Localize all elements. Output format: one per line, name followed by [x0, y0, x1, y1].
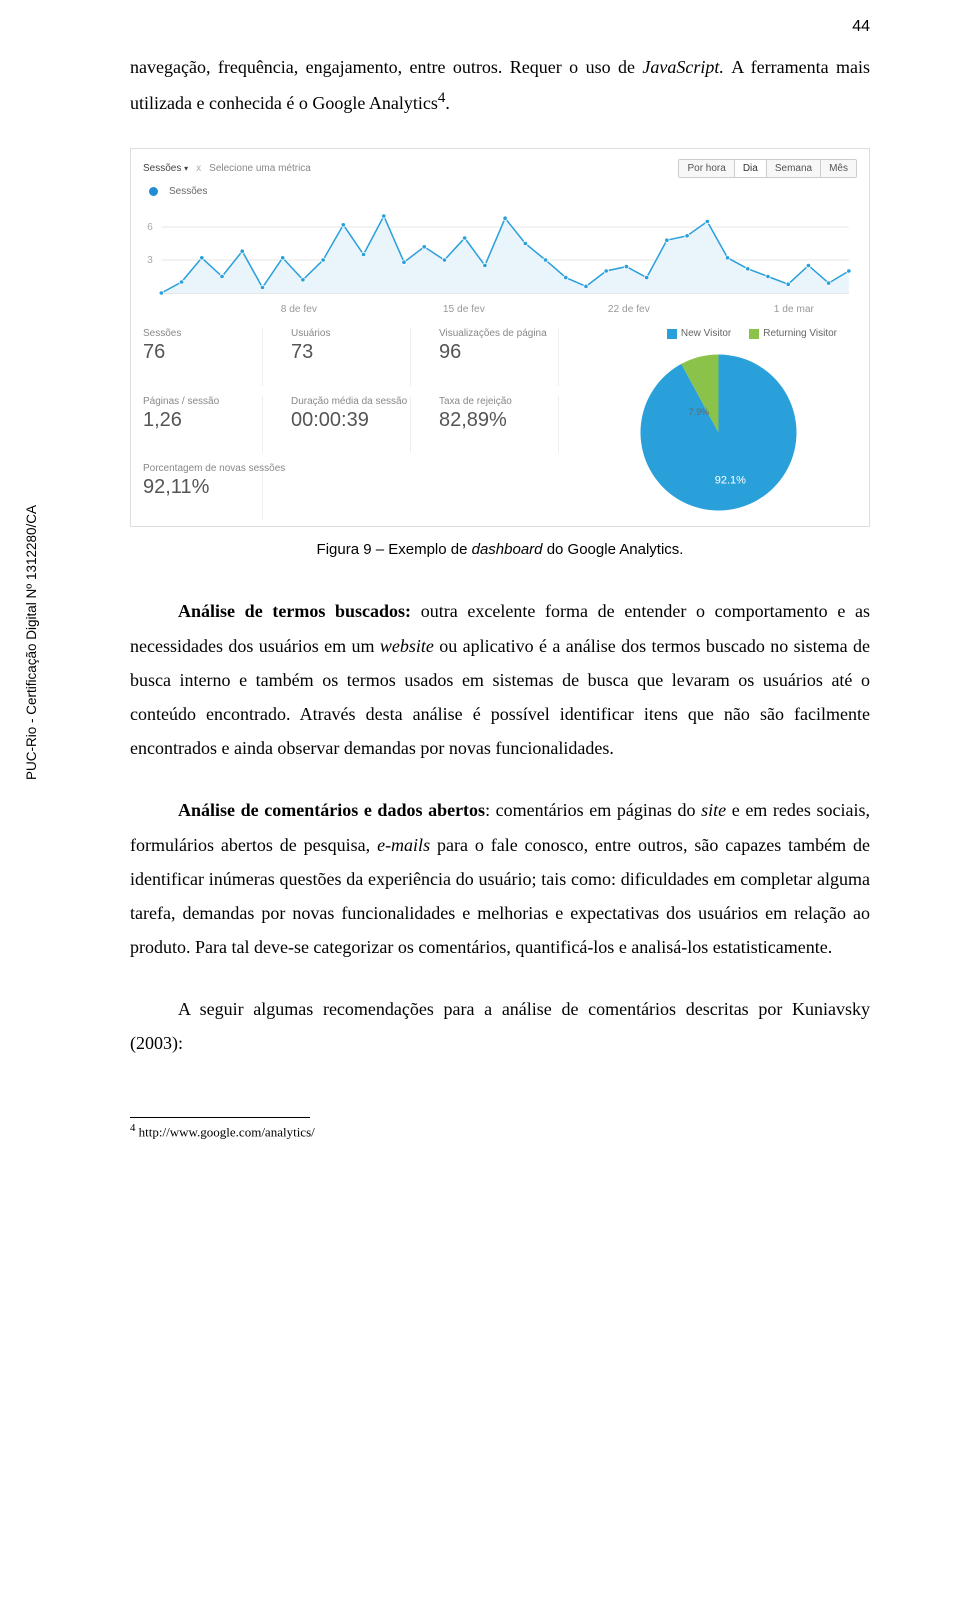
legend-swatch-icon [749, 329, 759, 339]
p2-rest: : comentários em páginas do [485, 800, 701, 820]
svg-text:7.9%: 7.9% [688, 408, 709, 418]
intro-a: navegação, frequência, engajamento, entr… [130, 57, 642, 77]
stat-cell: Porcentagem de novas sessões 92,11% [143, 463, 263, 520]
pie-legend-item: Returning Visitor [749, 328, 837, 339]
legend-dot-icon [149, 187, 158, 196]
pie-legend: New Visitor Returning Visitor [667, 328, 837, 339]
stat-cell: Sessões 76 [143, 328, 263, 385]
pie-legend-item: New Visitor [667, 328, 731, 339]
caption-prefix: Figura 9 – Exemplo de [317, 541, 472, 558]
svg-text:3: 3 [147, 255, 153, 266]
stat-cell: Taxa de rejeição 82,89% [439, 396, 559, 453]
stat-value: 00:00:39 [291, 409, 392, 432]
paragraph-1: Análise de termos buscados: outra excele… [130, 594, 870, 765]
analytics-dashboard: Sessões ▾ x Selecione uma métrica Por ho… [130, 148, 870, 527]
stat-label: Taxa de rejeição [439, 396, 540, 407]
pie-chart: 92.1% 7.9% [631, 345, 806, 520]
time-button-semana[interactable]: Semana [766, 160, 820, 177]
time-range-buttons: Por horaDiaSemanaMês [678, 159, 857, 178]
select-metric-hint[interactable]: Selecione uma métrica [209, 163, 311, 174]
stat-label: Sessões [143, 328, 244, 339]
stat-cell: Visualizações de página 96 [439, 328, 559, 385]
caption-suffix: do Google Analytics. [543, 541, 684, 558]
legend-series-name: Sessões [169, 186, 207, 197]
p2-lead: Análise de comentários e dados abertos [178, 800, 485, 820]
p1-em1: website [380, 636, 434, 656]
p1-lead: Análise de termos buscados: [178, 601, 411, 621]
line-chart: 6 3 8 de fev 15 de fev 22 de fev 1 de mar [143, 201, 857, 316]
stat-label: Páginas / sessão [143, 396, 244, 407]
p2-em2: e-mails [377, 835, 430, 855]
svg-text:22 de fev: 22 de fev [608, 304, 651, 315]
time-button-dia[interactable]: Dia [734, 160, 766, 177]
p2-em1: site [701, 800, 726, 820]
intro-c: . [445, 93, 450, 113]
stat-label: Duração média da sessão [291, 396, 392, 407]
stat-value: 73 [291, 341, 392, 364]
stat-label: Usuários [291, 328, 392, 339]
paragraph-2: Análise de comentários e dados abertos: … [130, 793, 870, 964]
svg-text:15 de fev: 15 de fev [443, 304, 486, 315]
time-button-por-hora[interactable]: Por hora [679, 160, 733, 177]
pie-block: New Visitor Returning Visitor 92.1% 7.9% [579, 328, 857, 520]
stat-cell: Páginas / sessão 1,26 [143, 396, 263, 453]
page-number: 44 [852, 18, 870, 36]
svg-text:8 de fev: 8 de fev [281, 304, 318, 315]
intro-paragraph: navegação, frequência, engajamento, entr… [130, 50, 870, 120]
svg-text:92.1%: 92.1% [714, 475, 745, 487]
sessions-dropdown[interactable]: Sessões ▾ [143, 163, 188, 174]
certification-sidebar: PUC-Rio - Certificação Digital Nº 131228… [24, 505, 39, 780]
stat-label: Porcentagem de novas sessões [143, 463, 244, 474]
stat-value: 92,11% [143, 476, 244, 499]
stat-label: Visualizações de página [439, 328, 540, 339]
stat-value: 96 [439, 341, 540, 364]
svg-text:6: 6 [147, 222, 153, 233]
stats-grid: Sessões 76 Usuários 73 Visualizações de pági… [143, 328, 559, 520]
stat-value: 1,26 [143, 409, 244, 432]
footnote-separator [130, 1117, 310, 1118]
svg-text:1 de mar: 1 de mar [774, 304, 815, 315]
stat-value: 76 [143, 341, 244, 364]
line-chart-legend: Sessões [149, 186, 857, 197]
stat-cell: Duração média da sessão 00:00:39 [291, 396, 411, 453]
dashboard-toolbar: Sessões ▾ x Selecione uma métrica Por ho… [143, 159, 857, 178]
caption-em: dashboard [472, 541, 543, 558]
footnote: 4 http://www.google.com/analytics/ [130, 1122, 870, 1140]
legend-swatch-icon [667, 329, 677, 339]
x-separator: x [196, 163, 201, 174]
paragraph-3: A seguir algumas recomendações para a an… [130, 992, 870, 1060]
figure-caption: Figura 9 – Exemplo de dashboard do Googl… [130, 541, 870, 558]
footnote-text: http://www.google.com/analytics/ [135, 1124, 314, 1139]
stat-value: 82,89% [439, 409, 540, 432]
intro-a-em: JavaScript. [642, 57, 731, 77]
stat-cell: Usuários 73 [291, 328, 411, 385]
time-button-mês[interactable]: Mês [820, 160, 856, 177]
